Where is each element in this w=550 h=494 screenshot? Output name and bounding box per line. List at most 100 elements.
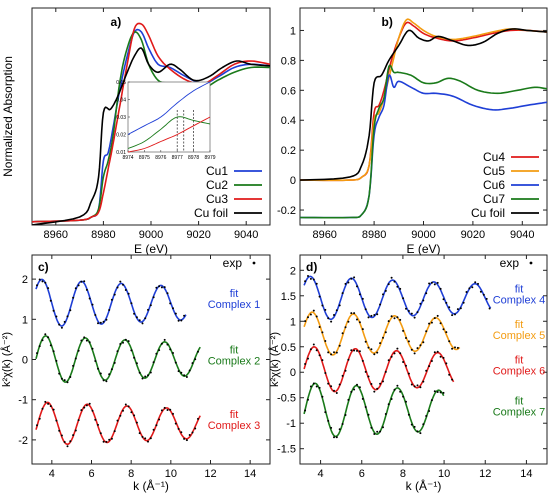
exp-point: [122, 409, 124, 412]
series-fit-label: fit: [515, 283, 524, 295]
exp-point: [393, 280, 396, 283]
exp-point: [373, 390, 376, 393]
series-line-cu-foil: [300, 28, 547, 181]
exp-point: [127, 340, 130, 343]
panel-d: 4 6 8 10 12 14 -1.5 -1 -0.5 0 0.5 1 1.5 2 d) k (Å⁻¹) k²χ…: [268, 254, 548, 493]
exp-point: [113, 293, 116, 296]
exp-point: [413, 385, 416, 388]
y-axis-label: k²χ(k) (Å⁻²): [268, 332, 281, 387]
exp-point: [387, 283, 390, 286]
series-fit-label: fit: [515, 395, 524, 407]
exp-point: [188, 434, 191, 436]
exp-point: [321, 359, 324, 362]
exp-point: [402, 395, 405, 398]
exp-point: [364, 340, 367, 343]
exp-point: [55, 315, 58, 318]
exp-point: [36, 352, 38, 355]
series-line-cu-foil: [32, 47, 270, 225]
exp-point: [122, 283, 124, 286]
exp-point: [169, 302, 172, 305]
series-line-cu4: [300, 21, 547, 182]
exp-point: [36, 424, 38, 427]
exp-point: [405, 307, 407, 310]
series-name-label: Complex 6: [493, 366, 546, 378]
exp-point: [335, 436, 338, 439]
exp-point: [55, 359, 58, 362]
exp-point: [335, 309, 338, 312]
exp-point: [149, 437, 152, 440]
exp-point: [433, 351, 436, 354]
exp-point: [105, 318, 108, 321]
exp-point: [177, 370, 180, 373]
x-tick-label: 8: [128, 468, 134, 480]
exp-point: [80, 280, 83, 283]
exp-point: [49, 299, 52, 302]
exp-point: [454, 346, 456, 349]
exp-point: [396, 285, 399, 288]
exp-point: [393, 352, 396, 355]
exp-point: [152, 428, 155, 431]
exp-point: [166, 343, 169, 346]
exp-point: [399, 352, 402, 355]
exp-point: [47, 402, 50, 405]
exp-point: [312, 343, 315, 346]
exp-point: [41, 407, 44, 410]
exp-point: [130, 411, 133, 414]
exp-point: [353, 349, 356, 352]
exp-point: [155, 286, 158, 289]
legend-label: Cu4: [483, 150, 505, 164]
exp-point: [72, 296, 75, 299]
exp-point: [382, 380, 384, 383]
exp-point: [422, 423, 425, 426]
x-tick-label: 9000: [139, 229, 163, 241]
exp-point: [135, 362, 138, 365]
y-tick-label: 1.5: [281, 291, 296, 303]
legend-label: Cu foil: [194, 206, 228, 220]
exp-point: [138, 371, 141, 374]
exp-point: [83, 406, 86, 409]
exp-point: [77, 284, 80, 287]
exp-point: [364, 308, 367, 311]
fit-line-complex-6: [303, 346, 455, 393]
x-tick-label: 9000: [411, 229, 435, 241]
x-tick-label: 8980: [362, 229, 386, 241]
exp-point: [407, 413, 410, 416]
exp-point: [63, 320, 66, 323]
exp-point: [155, 352, 158, 355]
exp-point: [147, 308, 149, 311]
exp-point: [347, 281, 350, 284]
exp-point: [448, 373, 451, 376]
exp-point: [180, 431, 183, 434]
exp-point: [436, 350, 439, 353]
exp-point: [370, 314, 373, 317]
y-tick-label: 1: [290, 25, 296, 37]
exp-point: [66, 445, 69, 448]
exp-point: [364, 406, 367, 408]
exp-point: [124, 403, 127, 406]
exp-point: [390, 398, 393, 400]
exp-point: [94, 314, 97, 316]
exp-point: [88, 341, 91, 344]
x-tick-label: 4: [318, 468, 324, 480]
panel-label: c): [38, 260, 49, 274]
exp-point: [97, 367, 99, 370]
exp-point: [350, 349, 353, 352]
inset-frame: [127, 81, 211, 153]
exp-point: [442, 328, 445, 331]
exp-point: [69, 440, 72, 443]
exp-point: [396, 384, 399, 387]
exp-point: [304, 280, 307, 283]
inset-series-line: [127, 116, 211, 149]
exp-point: [405, 400, 407, 403]
series-name-label: Complex 3: [208, 420, 261, 432]
exp-point: [58, 429, 61, 432]
exp-point: [169, 408, 172, 411]
exp-point: [344, 282, 347, 285]
exp-point: [99, 372, 102, 375]
inset-series-line: [127, 116, 211, 153]
exp-point: [91, 347, 94, 350]
exp-point: [133, 356, 136, 359]
exp-point: [341, 423, 344, 425]
exp-point: [333, 436, 335, 439]
